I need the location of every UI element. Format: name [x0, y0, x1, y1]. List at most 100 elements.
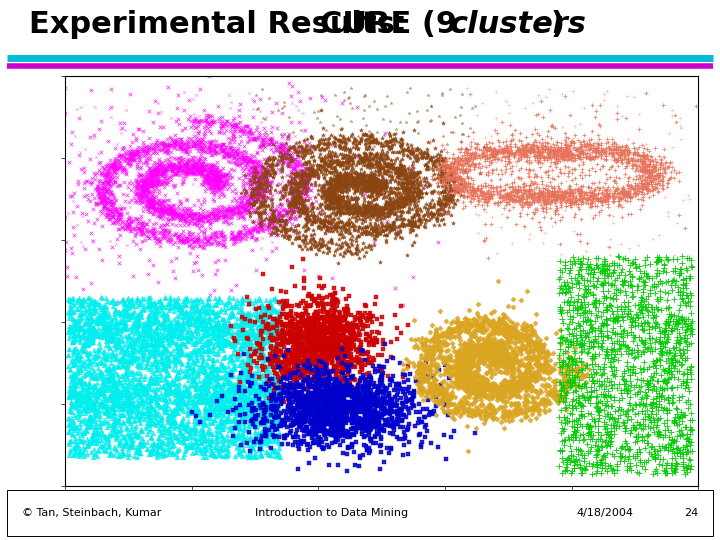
Point [309, 384, 320, 393]
Point [248, 438, 260, 447]
Point [297, 172, 309, 180]
Point [384, 205, 396, 213]
Point [284, 232, 296, 241]
Point [606, 346, 618, 354]
Point [285, 206, 297, 215]
Point [233, 387, 245, 395]
Point [400, 389, 411, 398]
Point [292, 372, 304, 380]
Point [124, 155, 135, 164]
Point [274, 168, 286, 177]
Point [318, 139, 330, 148]
Point [459, 408, 470, 416]
Point [342, 151, 354, 159]
Point [318, 354, 330, 362]
Point [461, 377, 472, 386]
Point [190, 406, 202, 415]
Point [602, 138, 613, 146]
Point [185, 239, 197, 248]
Point [491, 396, 503, 404]
Point [508, 192, 520, 200]
Point [76, 376, 88, 385]
Point [151, 180, 163, 188]
Point [92, 200, 104, 209]
Point [664, 399, 675, 408]
Point [451, 165, 463, 174]
Point [636, 276, 648, 285]
Point [120, 356, 131, 365]
Point [596, 197, 608, 205]
Point [146, 202, 158, 211]
Point [562, 325, 573, 333]
Point [328, 364, 339, 373]
Point [194, 320, 206, 328]
Point [401, 207, 413, 216]
Point [615, 158, 626, 167]
Point [197, 147, 208, 156]
Point [542, 147, 554, 156]
Point [159, 294, 171, 302]
Point [343, 387, 354, 395]
Point [431, 381, 443, 389]
Point [171, 433, 183, 441]
Point [361, 143, 372, 152]
Point [487, 346, 499, 354]
Point [220, 340, 231, 349]
Point [384, 184, 396, 192]
Point [299, 144, 310, 153]
Point [537, 147, 549, 156]
Point [527, 338, 539, 346]
Point [439, 199, 451, 207]
Point [394, 198, 405, 207]
Point [147, 201, 158, 210]
Point [600, 294, 611, 302]
Point [577, 464, 588, 473]
Point [420, 153, 432, 162]
Point [673, 328, 685, 337]
Point [684, 366, 696, 374]
Point [212, 172, 224, 181]
Point [304, 359, 315, 367]
Point [680, 445, 691, 454]
Point [459, 351, 471, 360]
Point [271, 386, 282, 394]
Point [365, 245, 377, 254]
Point [140, 323, 151, 332]
Point [196, 211, 207, 220]
Point [330, 429, 342, 438]
Point [303, 428, 315, 436]
Point [292, 168, 303, 177]
Point [217, 177, 228, 186]
Point [95, 293, 107, 302]
Point [629, 422, 640, 431]
Point [226, 212, 238, 221]
Point [180, 300, 192, 308]
Point [210, 183, 222, 191]
Point [63, 413, 74, 422]
Point [132, 148, 143, 157]
Point [514, 345, 526, 354]
Point [400, 196, 411, 205]
Point [187, 300, 199, 309]
Point [605, 302, 616, 310]
Point [77, 339, 89, 348]
Point [299, 349, 310, 357]
Point [575, 191, 586, 200]
Point [346, 345, 357, 354]
Point [215, 205, 226, 214]
Point [312, 314, 324, 322]
Point [211, 179, 222, 188]
Point [318, 316, 330, 325]
Point [372, 206, 383, 215]
Point [683, 435, 694, 443]
Point [88, 323, 99, 332]
Point [354, 177, 366, 186]
Point [102, 180, 114, 188]
Point [177, 154, 189, 163]
Point [191, 346, 202, 354]
Point [317, 352, 328, 361]
Point [130, 317, 141, 326]
Point [93, 199, 104, 208]
Point [246, 245, 258, 254]
Point [500, 351, 511, 360]
